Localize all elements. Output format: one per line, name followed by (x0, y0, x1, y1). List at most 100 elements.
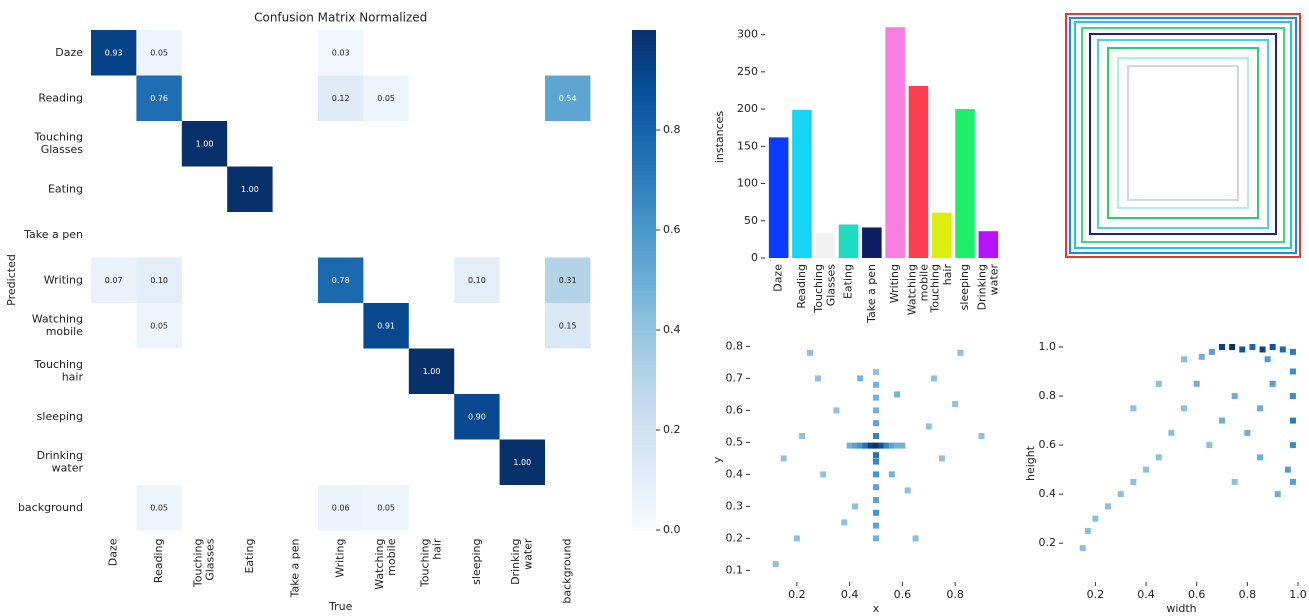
hist-cell (867, 442, 874, 449)
x-axis-label: True (328, 600, 353, 613)
colorbar-step (632, 45, 656, 51)
colorbar-step (632, 425, 656, 431)
hist-cell (1229, 344, 1236, 350)
colorbar-step (632, 505, 656, 511)
x-tick-label: Writing (334, 539, 347, 578)
hist-cell (938, 455, 945, 462)
colorbar-step (632, 350, 656, 356)
hist-cell (873, 381, 879, 388)
colorbar-step (632, 95, 656, 101)
box (1074, 21, 1292, 249)
colorbar-step (632, 330, 656, 336)
x-tick-label: Writing (888, 264, 901, 303)
heat-cell (181, 121, 228, 167)
y-tick-label: Touching Glasses (33, 131, 83, 156)
hist-cell (1193, 380, 1200, 387)
heat-cell (136, 75, 182, 121)
hist-cell (846, 442, 853, 449)
x-tick-label: Take a pen (288, 538, 301, 598)
hist-cell (1264, 356, 1271, 363)
hist-cell (873, 407, 879, 414)
hist-cell (1092, 515, 1099, 522)
cell-label: 0.05 (150, 48, 168, 57)
y-axis-label: Predicted (5, 254, 18, 306)
y-tick-label: 0.3 (726, 499, 744, 512)
colorbar-step (632, 390, 656, 396)
hist-cell (1130, 478, 1137, 485)
x-tick-label: Take a pen (865, 264, 878, 324)
hist-cell (978, 433, 985, 439)
x-tick-label: Reading (795, 264, 808, 309)
cell-label: 0.54 (559, 94, 577, 103)
hist-cell (1279, 346, 1286, 353)
colorbar-step (632, 455, 656, 461)
colorbar-step (632, 285, 656, 291)
hist-cell (820, 471, 827, 478)
x-tick-label: 0.6 (894, 588, 912, 601)
y-tick-label: 0.1 (726, 563, 744, 576)
hist-cell (925, 423, 932, 430)
colorbar-step (632, 300, 656, 306)
heat-cell (363, 485, 409, 531)
heat-cell (363, 303, 409, 349)
hist-cell (1143, 466, 1150, 473)
colorbar-step (632, 75, 656, 81)
bar (862, 227, 882, 258)
hist-cell (1289, 393, 1296, 400)
colorbar-step (632, 490, 656, 496)
hist-cell (1289, 368, 1296, 375)
bar (838, 224, 859, 258)
x-tick-label: Reading (152, 539, 165, 584)
x-tick-label: Drinkingwater (975, 264, 1000, 311)
y-tick-label: Touching hair (33, 358, 83, 383)
hist-cell (904, 487, 911, 494)
hist-cell (873, 484, 879, 491)
x-tick-label: Touchinghair (929, 264, 954, 314)
colorbar-step (632, 365, 656, 371)
colorbar-step (632, 265, 656, 271)
hist-cell (1181, 356, 1188, 363)
bar (768, 137, 789, 258)
x-tick-label: 0.8 (1239, 588, 1257, 601)
cell-label: 1.00 (513, 458, 531, 467)
y-tick-label: 0.6 (726, 403, 744, 416)
cell-label: 0.07 (105, 276, 123, 285)
colorbar-step (632, 235, 656, 241)
colorbar-step (632, 230, 656, 236)
hist-cell (841, 519, 848, 526)
heat-cell (545, 75, 591, 121)
colorbar-step (632, 250, 656, 256)
x-tick-label: sleeping (470, 539, 483, 585)
cell-label: 0.06 (332, 503, 350, 512)
heat-cell (136, 30, 182, 76)
y-tick-label: Eating (48, 182, 83, 195)
cell-label: 0.05 (150, 321, 168, 330)
cell-label: 1.00 (241, 185, 259, 194)
box-overlay (1065, 13, 1301, 258)
colorbar-step (632, 480, 656, 486)
colorbar-step (632, 55, 656, 61)
box (1117, 57, 1249, 209)
colorbar-tick-label: 0.0 (663, 523, 681, 536)
cell-label: 0.05 (377, 94, 395, 103)
heat-cell (136, 257, 182, 303)
heat-cell (408, 348, 455, 394)
hist-cell (1198, 353, 1205, 360)
cell-label: 0.31 (559, 276, 577, 285)
y-tick-label: 0.2 (726, 531, 744, 544)
heat-cell (318, 485, 364, 531)
colorbar-step (632, 495, 656, 501)
colorbar-step (632, 145, 656, 151)
heat-cell (318, 30, 364, 76)
hist-cell (1257, 454, 1264, 461)
hist-cell (799, 433, 806, 439)
x-tick-label: Daze (772, 264, 785, 292)
cell-label: 1.00 (423, 367, 441, 376)
chart-title: Confusion Matrix Normalized (254, 11, 427, 25)
x-tick-label: 0.6 (1188, 588, 1206, 601)
hist-cell (1105, 503, 1112, 510)
x-tick-label: background (561, 539, 574, 604)
colorbar-step (632, 215, 656, 221)
x-tick-label: Watchingmobile (373, 538, 398, 589)
cell-label: 0.10 (150, 276, 168, 285)
